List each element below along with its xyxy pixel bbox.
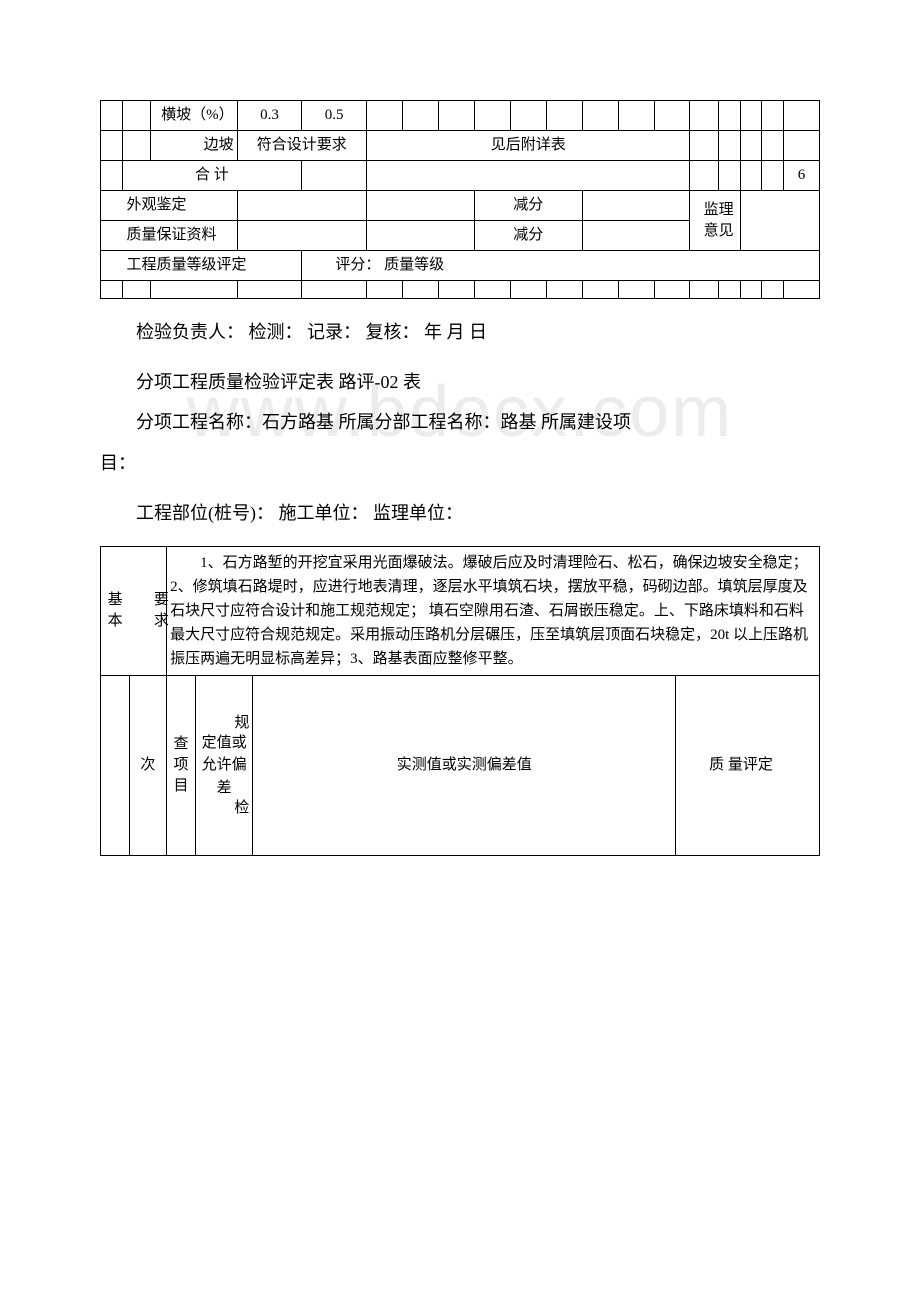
header-shice: 实测值或实测偏差值: [253, 675, 676, 855]
table-row: 合 计 6: [101, 161, 820, 191]
heji-val: 6: [783, 161, 819, 191]
bianpo-spec: 符合设计要求: [237, 131, 366, 161]
table-row: [101, 281, 820, 299]
para-project-name-a: 分项工程名称：石方路基 所属分部工程名称：路基 所属建设项: [100, 405, 820, 439]
table-row: 边坡 符合设计要求 见后附详表: [101, 131, 820, 161]
para-location: 工程部位(桩号)： 施工单位： 监理单位：: [100, 496, 820, 530]
pingji-label: 工程质量等级评定: [101, 251, 302, 281]
pingji-text: 评分： 质量等级: [302, 251, 820, 281]
hengpo-v1: 0.3: [237, 101, 302, 131]
table-row: 外观鉴定 减分 监理意见: [101, 191, 820, 221]
para-form-title: 分项工程质量检验评定表 路评-02 表: [100, 365, 820, 399]
bianpo-label: 边坡: [151, 131, 237, 161]
table-row: 次 查项目 规 定值或允许偏差 检 实测值或实测偏差值 质 量评定: [101, 675, 820, 855]
req-label-2: 要求: [151, 546, 167, 675]
para-signature: 检验负责人： 检测： 记录： 复核： 年 月 日: [100, 315, 820, 349]
heji-label: 合 计: [122, 161, 302, 191]
waiguan-label: 外观鉴定: [101, 191, 238, 221]
requirements-table: 基本 要求 1、石方路堑的开挖宜采用光面爆破法。爆破后应及时清理险石、松石，确保…: [100, 546, 820, 856]
header-chaxiangmu: 查项目: [167, 675, 196, 855]
zhiliang-label: 质量保证资料: [101, 221, 238, 251]
header-guiding: 规 定值或允许偏差 检: [195, 675, 253, 855]
table-row: 工程质量等级评定 评分： 质量等级: [101, 251, 820, 281]
zhiliang-jian: 减分: [474, 221, 582, 251]
req-label-1: 基本: [101, 546, 130, 675]
header-ci: 次: [129, 675, 166, 855]
header-pingding: 质 量评定: [676, 675, 820, 855]
table-row: 横坡（%） 0.3 0.5: [101, 101, 820, 131]
bianpo-note: 见后附详表: [367, 131, 690, 161]
evaluation-table-top: 横坡（%） 0.3 0.5 边坡 符合设计要求 见后附详表 合 计 6 外观鉴定…: [100, 100, 820, 299]
waiguan-jian: 减分: [474, 191, 582, 221]
hengpo-v2: 0.5: [302, 101, 367, 131]
requirements-text: 1、石方路堑的开挖宜采用光面爆破法。爆破后应及时清理险石、松石，确保边坡安全稳定…: [167, 546, 820, 675]
para-project-name-b: 目：: [100, 446, 820, 480]
hengpo-label: 横坡（%）: [151, 101, 237, 131]
jianli-label: 监理意见: [690, 191, 740, 251]
